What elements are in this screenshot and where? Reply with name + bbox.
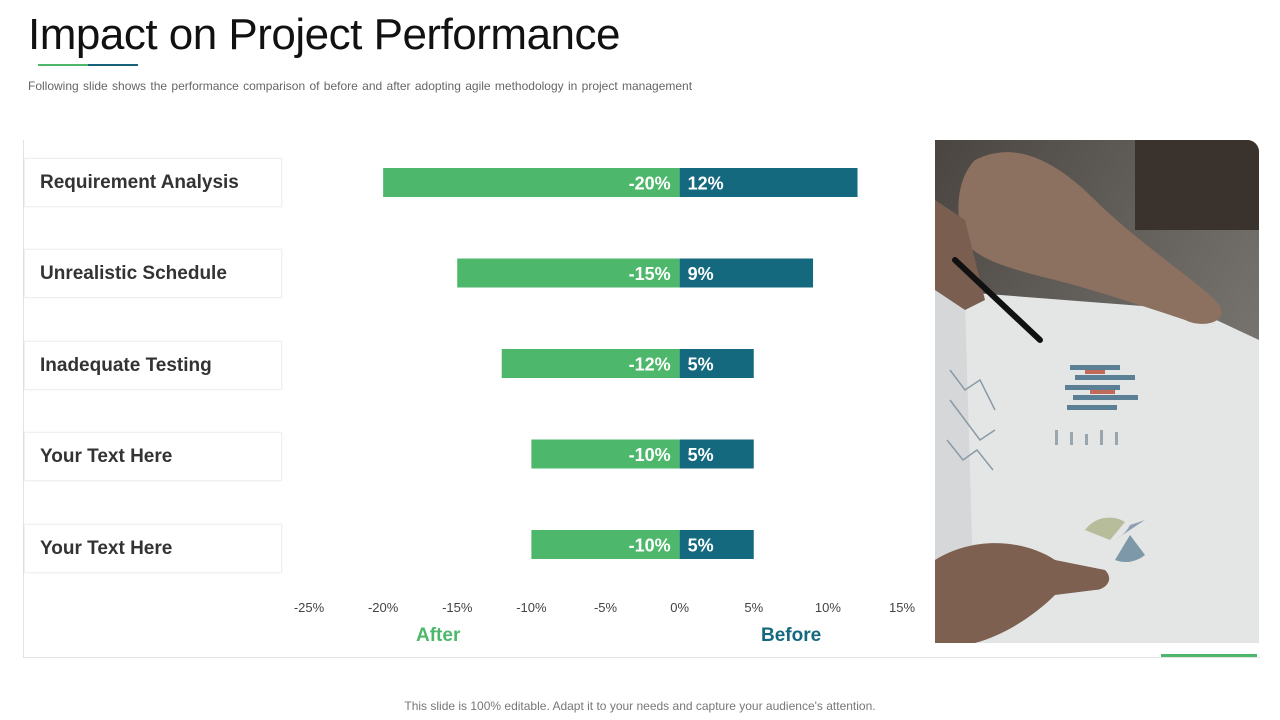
diverging-bar-chart: -20% -15% -12% -10% -10% 12% 9% 5% 5% 5% -25% -20% -… [294, 168, 915, 615]
before-bar-5 [679, 530, 754, 559]
after-bar-4 [531, 439, 680, 469]
accent-line [1161, 654, 1257, 657]
business-report-photo [935, 140, 1259, 643]
x-tick-label: -5% [594, 600, 618, 615]
page-title: Impact on Project Performance [28, 10, 620, 59]
chart-frame [23, 140, 1260, 658]
x-tick-label: -20% [368, 600, 399, 615]
page-subtitle: Following slide shows the performance co… [28, 79, 693, 93]
category-label-4: Your Text Here [24, 432, 282, 481]
after-bar-5 [531, 530, 680, 559]
x-tick-label: 0% [670, 600, 689, 615]
category-label-1: Requirement Analysis [24, 158, 282, 207]
before-value-label-1: 12% [688, 174, 724, 194]
x-tick-label: -10% [516, 600, 547, 615]
x-tick-label: 10% [815, 600, 841, 615]
x-tick-label: 5% [744, 600, 763, 615]
before-value-label-2: 9% [688, 264, 714, 284]
after-value-label-3: -12% [629, 355, 671, 375]
footer-note: This slide is 100% editable. Adapt it to… [404, 699, 876, 713]
after-value-label-4: -10% [629, 445, 671, 465]
before-bar-3 [679, 349, 754, 378]
category-label-2: Unrealistic Schedule [24, 249, 282, 298]
title-underline [38, 64, 138, 66]
after-value-label-2: -15% [629, 264, 671, 284]
before-value-label-5: 5% [688, 536, 714, 556]
before-bar-2 [679, 258, 814, 288]
x-tick-label: -15% [442, 600, 473, 615]
before-bar-1 [679, 168, 858, 197]
after-value-label-5: -10% [629, 536, 671, 556]
after-axis-label: After [416, 625, 461, 646]
before-value-label-3: 5% [688, 355, 714, 375]
x-tick-label: 15% [889, 600, 915, 615]
after-bar-2 [457, 258, 680, 288]
category-label-5: Your Text Here [24, 524, 282, 573]
after-value-label-1: -20% [629, 174, 671, 194]
after-bar-3 [501, 349, 680, 378]
after-bar-1 [383, 168, 680, 197]
before-value-label-4: 5% [688, 445, 714, 465]
before-bar-4 [679, 439, 754, 469]
before-axis-label: Before [761, 625, 822, 646]
category-label-3: Inadequate Testing [24, 341, 282, 390]
x-tick-label: -25% [294, 600, 325, 615]
